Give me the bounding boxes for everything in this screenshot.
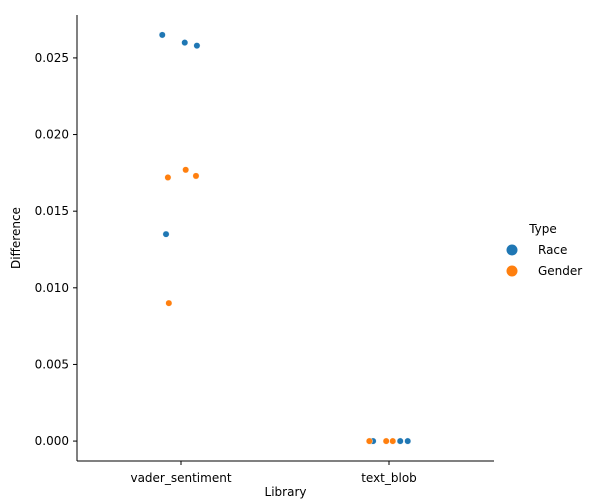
legend-title: Type [528, 222, 557, 236]
data-point-race [158, 31, 166, 39]
y-ticks: 0.000 0.005 0.010 0.015 0.020 0.025 [35, 51, 77, 448]
legend-label-gender: Gender [538, 264, 582, 278]
data-point-race [162, 230, 170, 238]
legend-items: Race Gender [506, 243, 582, 278]
legend-label-race: Race [538, 243, 567, 257]
data-point-gender [365, 437, 373, 445]
y-tick-label: 0.015 [35, 204, 69, 218]
legend: Type Race Gender [506, 222, 582, 278]
data-point-gender [389, 437, 397, 445]
data-point-gender [182, 166, 190, 174]
axes [76, 15, 494, 462]
data-point-gender [164, 174, 172, 181]
data-point-race [404, 437, 412, 445]
y-tick-label: 0.025 [35, 51, 69, 65]
x-ticks: vader_sentiment text_blob [130, 461, 417, 485]
y-axis-label: Difference [9, 207, 23, 269]
y-tick-label: 0.010 [35, 281, 69, 295]
legend-marker-race [506, 244, 518, 256]
legend-marker-gender [506, 265, 518, 277]
data-point-race [193, 42, 201, 50]
y-tick-label: 0.020 [35, 128, 69, 142]
x-tick-label: vader_sentiment [130, 471, 231, 485]
data-point-gender [192, 172, 200, 180]
data-points [158, 31, 412, 445]
data-point-gender [382, 437, 390, 445]
x-tick-label: text_blob [361, 471, 417, 485]
data-point-race [396, 437, 404, 445]
data-point-race [181, 39, 189, 46]
x-axis-label: Library [265, 485, 307, 499]
y-tick-label: 0.005 [35, 357, 69, 371]
data-point-gender [165, 299, 173, 307]
y-tick-label: 0.000 [35, 434, 69, 448]
